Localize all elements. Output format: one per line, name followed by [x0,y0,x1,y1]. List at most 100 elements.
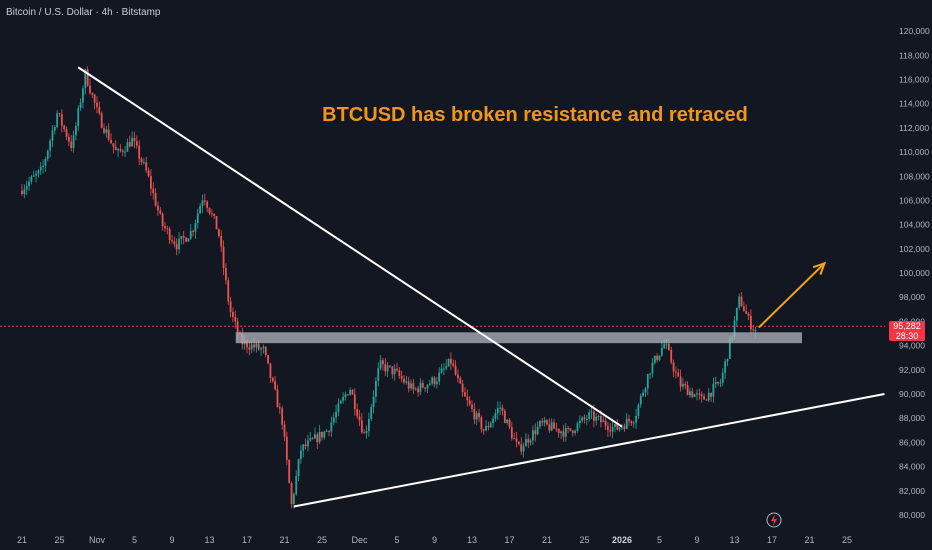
y-tick-label: 98,000 [899,292,925,302]
candle-body [525,438,527,447]
candle-body [520,444,523,452]
candle-body [323,431,326,438]
candle-body [574,430,577,433]
candle-body [431,377,434,384]
candle-body [578,420,581,424]
candle-body [604,420,607,427]
ascending-trendline[interactable] [293,393,885,508]
candle-body [30,176,33,182]
candle-body [382,360,384,365]
candle-body [424,387,427,389]
candle-body [196,213,199,223]
candle-body [232,312,234,318]
candle-body [628,418,630,422]
x-tick-label: 5 [132,535,137,545]
candle-body [110,139,112,144]
candle-body [496,407,499,414]
candle-body [281,408,284,425]
candle-body [133,137,136,142]
price-badge-countdown: 28:30 [895,331,919,341]
x-tick-label: 5 [657,535,662,545]
projection-arrow[interactable] [758,262,826,329]
candle-body [121,150,124,153]
candle-body [210,213,213,215]
candle-body [379,360,382,369]
candle-body [414,388,417,390]
candle-body [588,412,591,419]
candle-body [445,366,448,369]
candle-body [393,368,396,375]
resistance-zone[interactable] [235,332,802,344]
candle-body [478,413,480,418]
candle-body [703,396,705,400]
candle-body [541,421,544,423]
candle-body [710,392,712,397]
candle-body [344,394,347,397]
y-axis: 80,000 82,000 84,000 86,000 88,000 90,000 92,0… [899,26,930,520]
x-tick-label: 21 [542,535,552,545]
candle-body [656,355,659,361]
candle-body [44,159,47,166]
candle-body [567,427,569,429]
candle-body [213,213,216,216]
candle-body [675,371,677,373]
lightning-icon[interactable] [765,511,783,529]
candle-body [548,424,551,431]
candle-body [564,427,567,437]
candle-body [93,94,96,103]
candle-body [660,348,663,356]
candle-body [192,230,194,232]
candle-body [96,102,98,108]
candle-body [356,409,359,417]
candle-body [126,142,129,152]
candle-body [546,420,548,425]
candle-body [475,413,478,420]
descending-trendline[interactable] [77,66,623,428]
candle-body [32,175,35,177]
candle-body [684,384,687,386]
y-tick-label: 100,000 [899,268,930,278]
x-tick-label: 17 [242,535,252,545]
candle-body [489,423,492,428]
candle-body [372,396,375,408]
candle-body [182,236,185,238]
candle-body [581,417,584,421]
candles-layer [21,66,757,509]
candle-body [203,200,206,202]
candle-body [75,125,77,136]
candle-body [719,382,722,384]
candle-body [206,201,209,208]
candle-body [253,344,255,348]
x-tick-label: 9 [432,535,437,545]
candle-body [140,158,143,163]
candle-body [492,418,494,424]
candle-body [276,389,279,408]
candle-body [557,428,560,434]
candle-body [562,431,565,437]
candle-body [639,395,642,405]
candle-body [335,411,337,418]
candle-body [590,411,593,413]
candle-body [262,346,265,349]
candle-body [257,343,260,350]
candle-body [696,393,698,395]
candle-body [539,421,541,427]
candle-body [215,215,218,230]
candle-body [602,420,605,423]
candle-body [667,343,670,350]
candle-body [515,438,518,442]
candle-body [597,415,600,417]
candle-body [178,238,180,250]
candle-body [285,436,288,460]
candle-body [536,426,539,435]
candle-body [693,394,696,397]
candle-body [274,381,277,390]
candle-body [433,377,436,385]
candle-body [457,374,459,379]
x-tick-label: 17 [504,535,514,545]
candle-body [46,150,49,160]
candle-body [175,244,178,250]
candle-body [375,380,377,397]
candle-body [77,108,80,126]
